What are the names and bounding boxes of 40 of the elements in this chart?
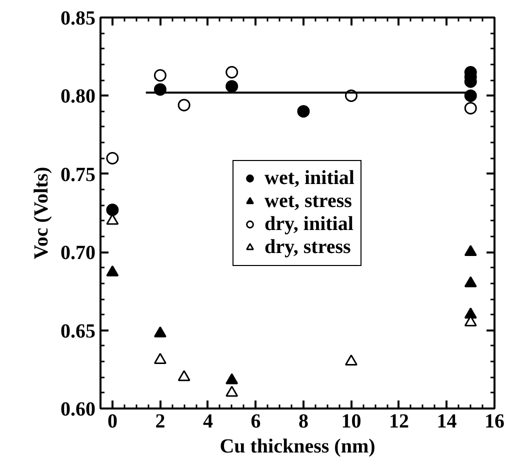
point: [226, 386, 238, 397]
point: [178, 370, 190, 382]
x-tick-label: 6: [250, 410, 261, 432]
y-tick-label: 0.80: [60, 86, 96, 108]
legend-label: dry, initial: [264, 212, 354, 236]
x-axis-title: Cu thickness (nm): [220, 436, 376, 458]
y-tick-label: 0.60: [60, 398, 96, 420]
point: [226, 66, 238, 78]
legend-label: dry, stress: [264, 236, 351, 258]
point: [464, 102, 477, 114]
x-tick-label: 16: [484, 410, 504, 432]
y-tick-label: 0.65: [60, 320, 96, 342]
point: [154, 352, 166, 364]
x-tick-label: 0: [107, 410, 118, 432]
y-axis-title: Voc (Volts): [30, 166, 52, 260]
x-tick-label: 10: [341, 410, 362, 432]
x-tick-label: 12: [388, 410, 409, 432]
point: [226, 80, 238, 93]
x-tick-label: 8: [298, 410, 308, 432]
point: [297, 105, 310, 118]
legend-label: wet, initial: [264, 166, 354, 190]
point: [464, 276, 477, 288]
point: [106, 265, 119, 276]
point: [106, 204, 119, 216]
point: [226, 373, 238, 384]
point: [154, 326, 166, 338]
y-tick-label: 0.85: [60, 8, 96, 30]
point: [178, 98, 190, 112]
point: [154, 69, 166, 82]
point: [464, 308, 477, 319]
y-tick-label: 0.75: [60, 164, 96, 186]
y-tick-label: 0.70: [60, 242, 96, 264]
point: [464, 89, 477, 102]
point: [464, 245, 477, 256]
x-tick-label: 4: [202, 410, 213, 432]
x-tick-label: 2: [155, 410, 166, 432]
point: [344, 354, 358, 366]
legend-label: wet, stress: [264, 190, 352, 212]
x-tick-label: 14: [436, 410, 457, 432]
point: [106, 152, 119, 164]
